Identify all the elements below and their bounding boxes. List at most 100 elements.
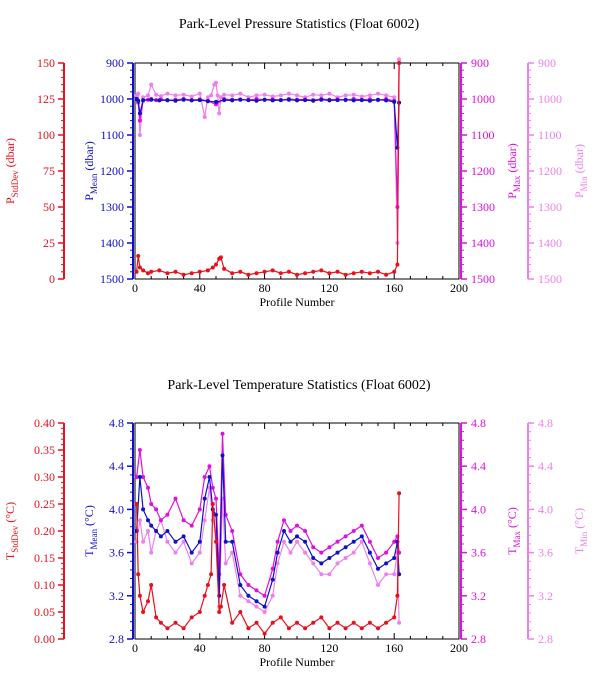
data-point [137, 111, 142, 116]
data-point [335, 98, 340, 103]
data-point [141, 475, 146, 479]
data-point [197, 610, 202, 614]
series-line [136, 493, 400, 635]
y-axis-label: TMean (°C) [82, 505, 99, 557]
data-point [351, 539, 356, 544]
data-point [214, 80, 218, 85]
data-point [335, 561, 340, 566]
data-point [197, 98, 202, 103]
data-point [288, 539, 293, 544]
data-point [173, 269, 178, 274]
data-point [303, 529, 308, 533]
data-point [311, 98, 316, 103]
data-point [209, 572, 214, 577]
y-tick-label: 0.35 [34, 443, 55, 457]
y-axis-std: 0 25 50 75 100 125 150 PStdDev (dbar) [3, 56, 65, 286]
data-point [223, 561, 228, 566]
x-tick-label: 40 [194, 641, 206, 655]
data-point [214, 99, 218, 104]
data-point [205, 95, 210, 100]
data-point [335, 539, 340, 544]
data-point [134, 502, 139, 506]
data-point [397, 620, 402, 625]
series-line [136, 487, 400, 623]
data-point [173, 620, 178, 625]
data-point [189, 98, 194, 103]
data-point [202, 593, 207, 598]
data-point [311, 269, 316, 274]
data-point [141, 95, 146, 100]
x-axis-label: Profile Number [260, 655, 335, 669]
y-axis-min: 2.8 3.2 3.6 4.0 4.4 4.8 TMin (°C) [527, 416, 589, 646]
y-tick-label: 4.8 [538, 416, 553, 430]
y-axis-mean: 900 1000 1100 1200 1300 1400 1500 PMean (dbar) [82, 56, 134, 286]
data-point [359, 94, 364, 99]
data-point [351, 620, 356, 625]
data-point [397, 491, 402, 496]
y-axis-std: 0.00 0.05 0.10 0.15 0.20 0.25 0.30 0.35 0.40 TStd… [3, 416, 65, 646]
data-point [218, 95, 223, 100]
data-point [238, 593, 243, 598]
data-point [384, 272, 389, 277]
y-axis-min: 900 1000 1100 1200 1300 1400 1500 PMin (dbar) [527, 56, 589, 286]
data-point [397, 57, 402, 62]
data-point [189, 94, 194, 99]
data-point [158, 620, 163, 625]
data-point [173, 98, 178, 103]
y-tick-label: 4.4 [109, 459, 124, 473]
data-point [202, 496, 207, 501]
y-axis-label: TMin (°C) [572, 508, 589, 554]
data-point [392, 539, 397, 544]
y-tick-label: 1300 [538, 200, 562, 214]
x-tick-label: 40 [194, 281, 206, 295]
data-point [197, 550, 202, 555]
data-point [181, 534, 186, 539]
y-axis-max: 2.8 3.2 3.6 4.0 4.4 4.8 TMax (°C) [460, 416, 522, 646]
y-tick-label: 1500 [100, 272, 124, 286]
data-point [246, 626, 251, 631]
y-axis-label: PMin (dbar) [572, 144, 589, 198]
data-point [351, 271, 356, 276]
data-point [303, 550, 308, 555]
y-tick-label: 75 [43, 164, 55, 178]
y-tick-label: 0.40 [34, 416, 55, 430]
data-point [275, 550, 280, 555]
data-point [286, 91, 291, 96]
data-point [238, 269, 243, 274]
data-point [209, 93, 214, 98]
data-point [158, 534, 163, 539]
y-axis-label: TMax (°C) [505, 507, 522, 555]
data-point [288, 529, 293, 533]
data-point [367, 271, 372, 276]
data-point [262, 604, 267, 609]
data-point [327, 626, 332, 631]
data-point [205, 99, 210, 104]
data-point [278, 98, 283, 103]
data-point [359, 98, 364, 103]
data-point [181, 272, 186, 277]
data-point [367, 93, 372, 98]
data-point [327, 572, 332, 577]
data-point [384, 93, 389, 98]
series-line [136, 98, 400, 148]
y-tick-label: 900 [471, 56, 489, 70]
data-point [376, 626, 380, 631]
data-point [218, 255, 223, 260]
data-point [189, 523, 194, 528]
series-mean [134, 453, 402, 609]
y-tick-label: 25 [43, 236, 55, 250]
series-min [134, 57, 402, 245]
x-tick-label: 200 [450, 641, 468, 655]
data-point [311, 545, 316, 550]
data-point [173, 496, 178, 501]
data-point [343, 626, 348, 631]
data-point [335, 620, 340, 625]
data-point [149, 269, 154, 274]
data-point [254, 271, 259, 276]
data-point [359, 269, 364, 274]
data-point [173, 539, 178, 544]
y-tick-label: 4.8 [109, 416, 124, 430]
data-point [319, 97, 324, 102]
data-point [230, 271, 235, 276]
data-point [246, 593, 251, 598]
